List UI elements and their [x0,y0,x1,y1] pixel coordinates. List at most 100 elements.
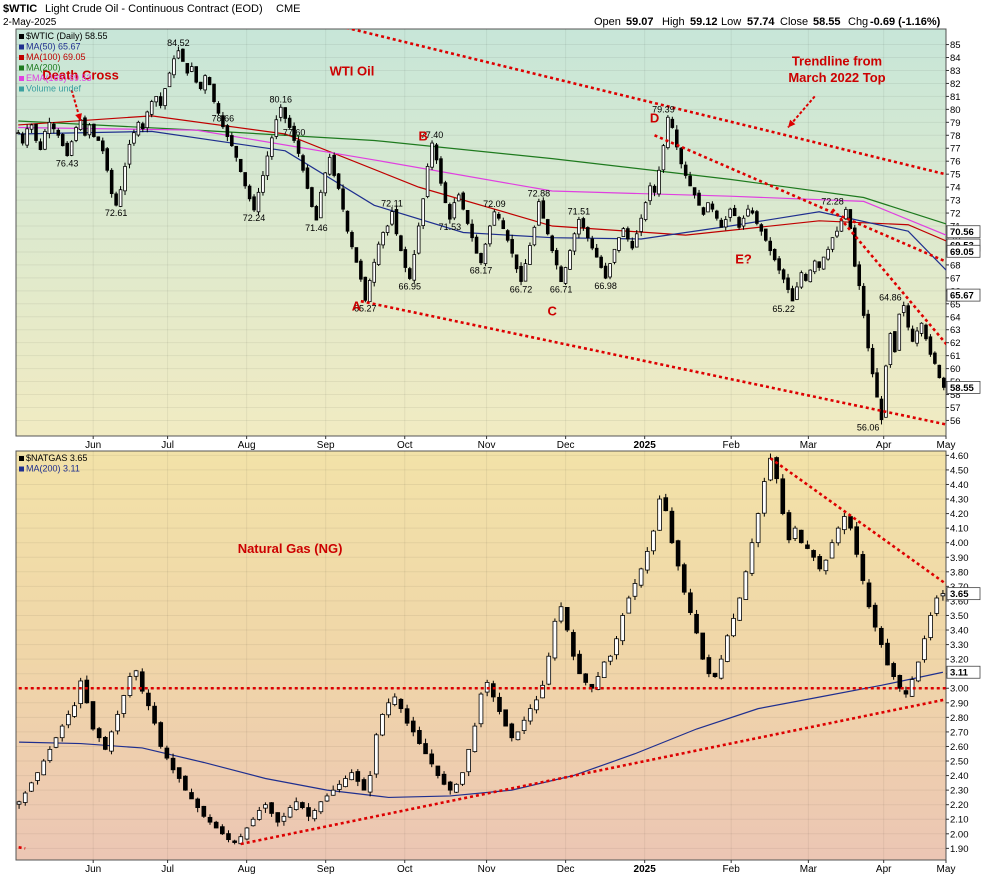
candle-body [305,167,310,189]
candle-body [875,372,879,398]
candle-body [732,207,737,217]
y-tick-label: 77 [950,144,961,155]
candle-body [225,125,230,137]
value-tag-label: 70.56 [950,227,974,238]
death-cross-arrow-head [75,113,82,122]
candle-body [514,254,519,270]
natgas-panel: 1.90 2.00 2.10 2.20 2.30 2.40 2.50 2.60 2.70 2.80… [15,450,981,875]
price-point-label: 65.27 [354,303,377,313]
candle-body [470,223,474,239]
candle-body [281,815,287,822]
value-tag-box [946,380,981,394]
legend-entry-ma200: MA(200) 3.11 [26,464,80,474]
candle-body [243,172,247,187]
candle-body [176,767,182,779]
candle-body [839,220,844,232]
x-tick-label: Mar [800,440,818,451]
x-tick-label: Feb [723,864,741,875]
candle-body [465,210,470,224]
candle-body [367,775,373,793]
candle-body [29,782,34,792]
candle-body [683,164,688,176]
annotation-label: Natural Gas (NG) [238,541,343,556]
candle-body [158,722,164,747]
price-point-label: 76.43 [56,159,79,169]
candle-body [626,597,632,614]
open-label: Open [594,16,621,28]
candle-body [372,261,376,283]
candle-body [564,607,570,631]
candle-body [270,137,274,157]
candle-body [590,238,595,249]
y-tick-label: 2.40 [950,771,969,782]
candle-body [380,714,385,736]
candle-body [826,248,830,260]
y-tick-label: 62 [950,338,961,349]
ma100-line [18,115,946,242]
y-tick-label: 1.90 [950,844,969,855]
y-tick-label: 82 [950,79,961,90]
legend-swatch [19,76,24,81]
candle-body [256,810,262,820]
candle-body [425,165,430,197]
candle-body [910,328,915,342]
y-tick-label: 3.30 [950,640,969,651]
candle-body [127,676,133,696]
candle-body [718,658,724,679]
candle-body [141,123,145,130]
x-tick-label: Jul [161,864,174,875]
candle-body [213,821,219,829]
candle-body [541,200,546,219]
candle-body [207,77,212,86]
candle-body [503,709,508,727]
candle-body [252,196,256,211]
candle-body [287,807,293,818]
candle-body [798,529,804,544]
candle-body [403,249,408,268]
candle-body [497,213,501,219]
candle-body [78,680,83,705]
candle-body [109,731,114,752]
plot-clip-group [16,29,946,426]
chg-value: -0.69 (-1.16%) [870,16,941,28]
candle-body [675,540,681,567]
candle-body [287,117,292,128]
candle-body [830,237,835,250]
value-tag-box [946,244,981,258]
plot-area [15,28,947,437]
candle-body [750,210,755,214]
candle-body [416,225,421,254]
candle-body [118,189,123,207]
value-tag-label: 69.05 [950,247,974,258]
x-tick-label: Nov [478,440,496,451]
candle-body [706,202,710,213]
candle-body [454,783,459,793]
price-point-label: 71.51 [568,206,591,216]
candle-body [669,510,675,544]
price-point-label: 66.71 [550,285,573,295]
candle-body [652,185,657,193]
candle-body [167,72,172,88]
y-tick-label: 2.30 [950,786,969,797]
candle-body [343,778,348,788]
y-tick-label: 4.20 [950,509,969,520]
candle-body [577,653,582,675]
candle-body [762,481,767,514]
trendline [769,457,946,586]
price-point-label: 66.95 [399,282,422,292]
candle-body [891,663,896,678]
plot-area [15,450,947,861]
candle-body [56,129,61,136]
candle-body [817,261,821,268]
candle-body [87,124,92,136]
candle-body [154,96,158,103]
y-tick-label: 4.30 [950,495,969,506]
y-tick-label: 81 [950,92,961,103]
exchange-label: CME [276,3,300,15]
plot-clip-group [16,453,946,850]
candle-body [319,191,323,219]
price-point-label: 77.60 [283,127,306,137]
candle-body [545,219,550,235]
candle-body [314,206,319,221]
candle-body [906,305,910,328]
